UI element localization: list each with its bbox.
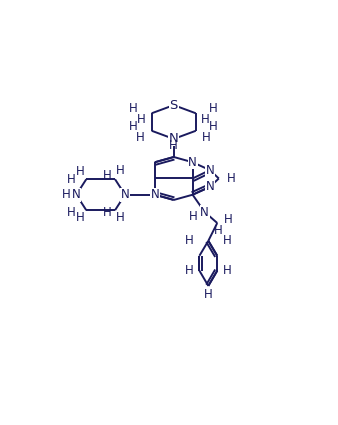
Text: H: H	[67, 173, 75, 186]
Text: H: H	[201, 113, 210, 126]
Text: N: N	[200, 206, 209, 218]
Text: H: H	[76, 165, 84, 178]
Text: H: H	[189, 210, 197, 223]
Text: N: N	[150, 188, 159, 201]
Text: H: H	[103, 169, 112, 182]
Text: H: H	[223, 234, 232, 247]
Text: N: N	[206, 180, 214, 193]
Text: H: H	[223, 264, 232, 277]
Text: H: H	[129, 120, 138, 133]
Text: H: H	[226, 172, 235, 185]
Text: N: N	[72, 188, 81, 201]
Text: H: H	[103, 206, 112, 219]
Text: H: H	[136, 131, 145, 144]
Text: H: H	[185, 234, 193, 247]
Text: H: H	[201, 131, 210, 144]
Text: H: H	[169, 139, 178, 153]
Text: N: N	[206, 164, 214, 177]
Text: H: H	[204, 288, 213, 301]
Text: S: S	[170, 99, 178, 112]
Text: H: H	[209, 120, 217, 133]
Text: H: H	[137, 113, 146, 126]
Text: H: H	[224, 213, 233, 227]
Text: H: H	[67, 206, 75, 219]
Text: H: H	[209, 102, 217, 115]
Text: H: H	[129, 102, 138, 115]
Text: H: H	[116, 164, 125, 177]
Text: H: H	[214, 224, 223, 237]
Text: H: H	[185, 264, 193, 277]
Text: N: N	[121, 188, 129, 201]
Text: H: H	[76, 211, 84, 224]
Text: N: N	[169, 133, 178, 145]
Text: N: N	[188, 156, 197, 169]
Text: H: H	[116, 211, 125, 224]
Text: H: H	[62, 188, 70, 201]
